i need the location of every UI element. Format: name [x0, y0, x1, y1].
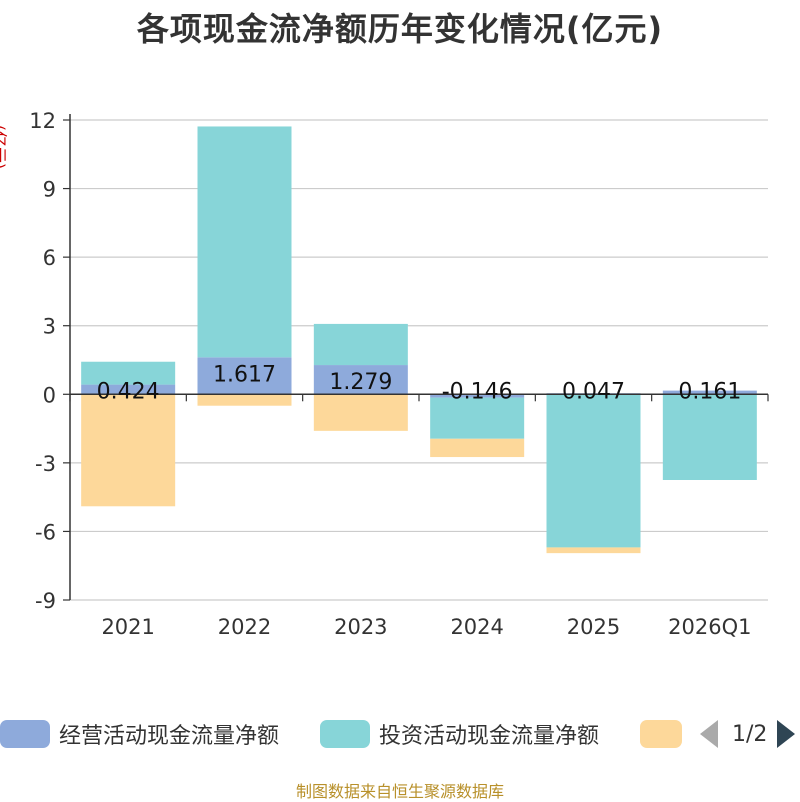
data-label-operating-2025: 0.047 — [562, 379, 625, 404]
grid-lines — [70, 119, 768, 601]
data-label-operating-2022: 1.617 — [213, 362, 276, 387]
x-tick-label: 2024 — [450, 615, 503, 639]
legend-label-operating: 经营活动现金流量净额 — [59, 724, 280, 749]
legend-label-investing: 投资活动现金流量净额 — [379, 724, 600, 749]
bar-operating-2021 — [81, 384, 176, 395]
y-tick-label: 12 — [29, 109, 56, 133]
bar-financing-2025 — [546, 547, 641, 554]
legend-item-financing[interactable] — [640, 716, 691, 752]
data-label-operating-2026Q1: 0.161 — [678, 379, 741, 404]
legend-item-investing[interactable]: 投资活动现金流量净额 — [320, 716, 599, 752]
x-tick-label: 2022 — [218, 615, 271, 639]
bar-financing-2022 — [197, 394, 292, 406]
bar-operating-2022 — [197, 357, 292, 395]
bar-investing-2024 — [430, 397, 525, 439]
bar-investing-2021 — [81, 361, 176, 385]
x-tick-label: 2026Q1 — [668, 615, 751, 639]
bar-investing-2022 — [197, 126, 292, 358]
x-tick-label: 2023 — [334, 615, 387, 639]
y-tick-label: 9 — [43, 178, 56, 202]
legend-prev-arrow-icon[interactable] — [700, 720, 718, 748]
legend-next-arrow-icon[interactable] — [777, 720, 796, 748]
bar-investing-2025 — [546, 394, 641, 548]
data-label-operating-2021: 0.424 — [97, 379, 160, 404]
bar-series — [81, 126, 757, 554]
legend-item-operating[interactable]: 经营活动现金流量净额 — [0, 716, 279, 752]
data-label-operating-2023: 1.279 — [329, 370, 392, 395]
bar-investing-2023 — [313, 323, 408, 366]
bar-operating-2024 — [430, 394, 525, 398]
bar-chart: -9 -6 -3 0 3 6 9 12 2021 2022 2023 2024 2025 2026Q1 0… — [29, 109, 769, 639]
bar-operating-2023 — [313, 365, 408, 395]
data-label-operating-2024: -0.146 — [442, 379, 513, 404]
legend-swatch-operating — [0, 720, 50, 748]
legend: 经营活动现金流量净额 投资活动现金流量净额 — [0, 716, 800, 756]
chart-title: 各项现金流净额历年变化情况(亿元) — [136, 10, 664, 48]
legend-swatch-investing — [320, 720, 370, 748]
y-tick-label: 0 — [43, 383, 56, 407]
bar-operating-2026Q1 — [662, 390, 757, 395]
x-tick-label: 2025 — [567, 615, 620, 639]
bar-investing-2026Q1 — [662, 394, 757, 480]
legend-pager: 1/2 — [700, 716, 796, 752]
y-tick-label: -6 — [35, 520, 56, 544]
legend-page-indicator: 1/2 — [732, 721, 768, 747]
bar-financing-2023 — [313, 394, 408, 431]
y-tick-label: 6 — [43, 246, 56, 270]
bar-financing-2024 — [430, 438, 525, 458]
data-source-note: 制图数据来自恒生聚源数据库 — [295, 782, 504, 801]
axes: -9 -6 -3 0 3 6 9 12 2021 2022 2023 2024 2025 2026Q1 — [29, 109, 769, 639]
legend-swatch-financing — [640, 720, 682, 748]
bar-financing-2021 — [81, 394, 176, 507]
y-tick-label: -3 — [35, 452, 56, 476]
y-tick-label: 3 — [43, 315, 56, 339]
y-tick-label: -9 — [35, 589, 56, 613]
x-tick-label: 2021 — [101, 615, 154, 639]
data-labels: 0.424 1.617 1.279 -0.146 0.047 0.161 — [97, 362, 742, 404]
